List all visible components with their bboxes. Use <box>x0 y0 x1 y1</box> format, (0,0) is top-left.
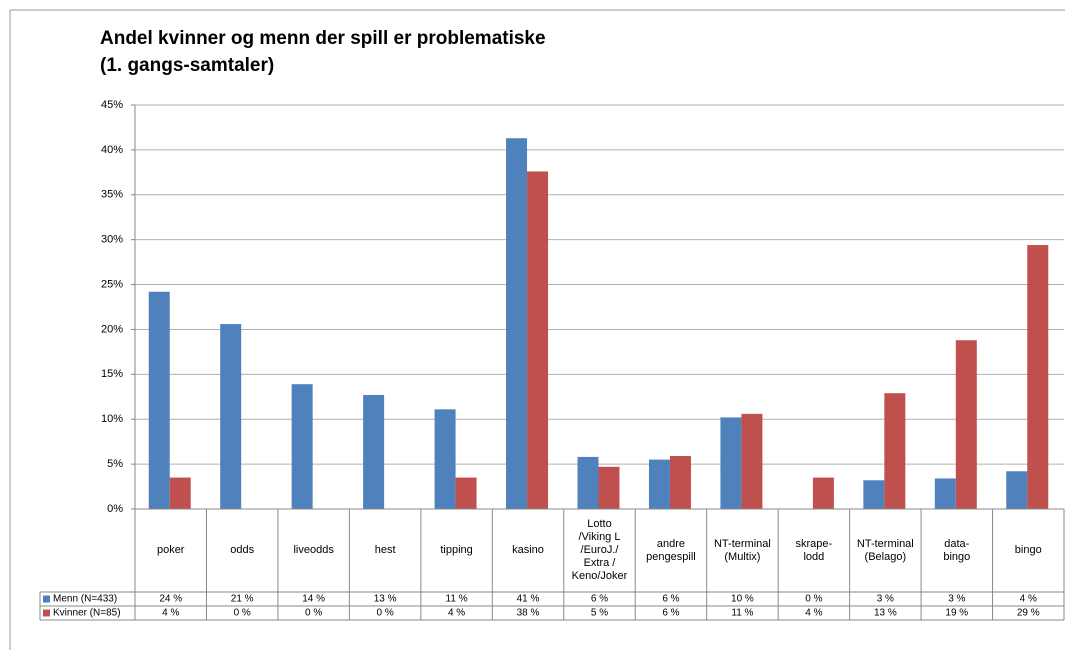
x-tick-label: skrape- lodd <box>795 537 833 563</box>
x-tick-label: poker <box>156 544 185 556</box>
x-tick-label: Lotto /Viking L /EuroJ./ Extra / Keno/Jo… <box>571 518 628 582</box>
legend-label: Menn (N=433) <box>53 594 117 605</box>
x-tick-label: odds <box>230 544 255 556</box>
bar <box>148 291 170 509</box>
bar <box>455 477 477 509</box>
bar <box>863 480 885 509</box>
x-tick-label-box: liveodds <box>293 544 334 556</box>
bar <box>577 456 599 509</box>
table-value: 11 % <box>731 608 753 619</box>
chart-title: Andel kvinner og menn der spill er probl… <box>100 28 546 49</box>
bar <box>720 417 742 509</box>
x-tick-label-box: hest <box>374 544 396 556</box>
y-tick-label: 40% <box>101 144 123 156</box>
x-tick-label-box: bingo <box>1014 544 1042 556</box>
y-tick-label: 35% <box>101 189 123 201</box>
y-tick-label: 45% <box>101 99 123 111</box>
bar <box>527 171 549 510</box>
x-tick-label: liveodds <box>293 544 334 556</box>
table-value: 4 % <box>1020 594 1037 605</box>
table-value: 29 % <box>1017 608 1040 619</box>
bar <box>506 138 528 509</box>
y-tick-label: 5% <box>107 458 123 470</box>
y-tick-label: 10% <box>101 413 123 425</box>
table-value: 13 % <box>874 608 897 619</box>
table-value: 6 % <box>591 594 608 605</box>
table-value: 10 % <box>731 594 754 605</box>
x-tick-label: NT-terminal (Belago) <box>856 537 914 563</box>
legend-key <box>43 609 50 617</box>
table-value: 0 % <box>805 594 822 605</box>
table-value: 5 % <box>591 608 608 619</box>
x-tick-label-box: Lotto /Viking L /EuroJ./ Extra / Keno/Jo… <box>571 518 628 582</box>
y-tick-label: 20% <box>101 323 123 335</box>
bar <box>1027 245 1049 509</box>
table-value: 19 % <box>945 608 968 619</box>
bar <box>884 393 906 509</box>
bar <box>669 456 691 509</box>
bar <box>648 459 670 509</box>
table-value: 24 % <box>159 594 182 605</box>
x-tick-label: andre pengespill <box>646 537 696 563</box>
bar <box>741 413 763 509</box>
legend-key <box>43 595 50 603</box>
y-tick-label: 0% <box>107 503 123 515</box>
x-tick-label-box: skrape- lodd <box>795 537 833 563</box>
y-tick-label: 30% <box>101 234 123 246</box>
x-tick-label: NT-terminal (Multix) <box>713 537 771 563</box>
x-tick-label: hest <box>374 544 396 556</box>
table-value: 4 % <box>805 608 822 619</box>
y-tick-label: 15% <box>101 368 123 380</box>
table-value: 38 % <box>517 608 540 619</box>
table-value: 11 % <box>446 594 468 605</box>
table-value: 41 % <box>517 594 540 605</box>
table-value: 6 % <box>662 608 679 619</box>
table-value: 0 % <box>376 608 393 619</box>
x-tick-label-box: poker <box>156 544 185 556</box>
y-tick-label: 25% <box>101 278 123 290</box>
bar <box>934 478 956 509</box>
x-tick-label-box: NT-terminal (Belago) <box>856 537 914 563</box>
table-value: 4 % <box>162 608 179 619</box>
bar <box>434 409 456 509</box>
bar <box>1006 471 1028 509</box>
bar <box>363 394 385 509</box>
x-tick-label-box: NT-terminal (Multix) <box>713 537 771 563</box>
legend-label: Kvinner (N=85) <box>53 608 121 619</box>
x-tick-label-box: tipping <box>440 544 473 556</box>
table-value: 21 % <box>231 594 254 605</box>
x-tick-label-box: odds <box>230 544 255 556</box>
bar <box>220 324 242 509</box>
table-value: 3 % <box>877 594 894 605</box>
table-value: 6 % <box>662 594 679 605</box>
table-value: 0 % <box>234 608 251 619</box>
x-tick-label: bingo <box>1014 544 1042 556</box>
table-value: 13 % <box>374 594 397 605</box>
bar <box>955 340 977 509</box>
x-tick-label: kasino <box>512 544 544 556</box>
table-value: 0 % <box>305 608 322 619</box>
bar <box>291 384 313 509</box>
x-tick-label-box: kasino <box>512 544 544 556</box>
table-value: 14 % <box>302 594 325 605</box>
bar <box>812 477 834 509</box>
bar <box>598 466 620 509</box>
x-tick-label: tipping <box>440 544 473 556</box>
x-tick-label-box: data- bingo <box>943 537 971 563</box>
table-value: 4 % <box>448 608 465 619</box>
table-value: 3 % <box>948 594 965 605</box>
chart-subtitle: (1. gangs-samtaler) <box>100 55 274 76</box>
x-tick-label: data- bingo <box>943 537 971 563</box>
x-tick-label-box: andre pengespill <box>646 537 696 563</box>
bar <box>169 477 191 509</box>
